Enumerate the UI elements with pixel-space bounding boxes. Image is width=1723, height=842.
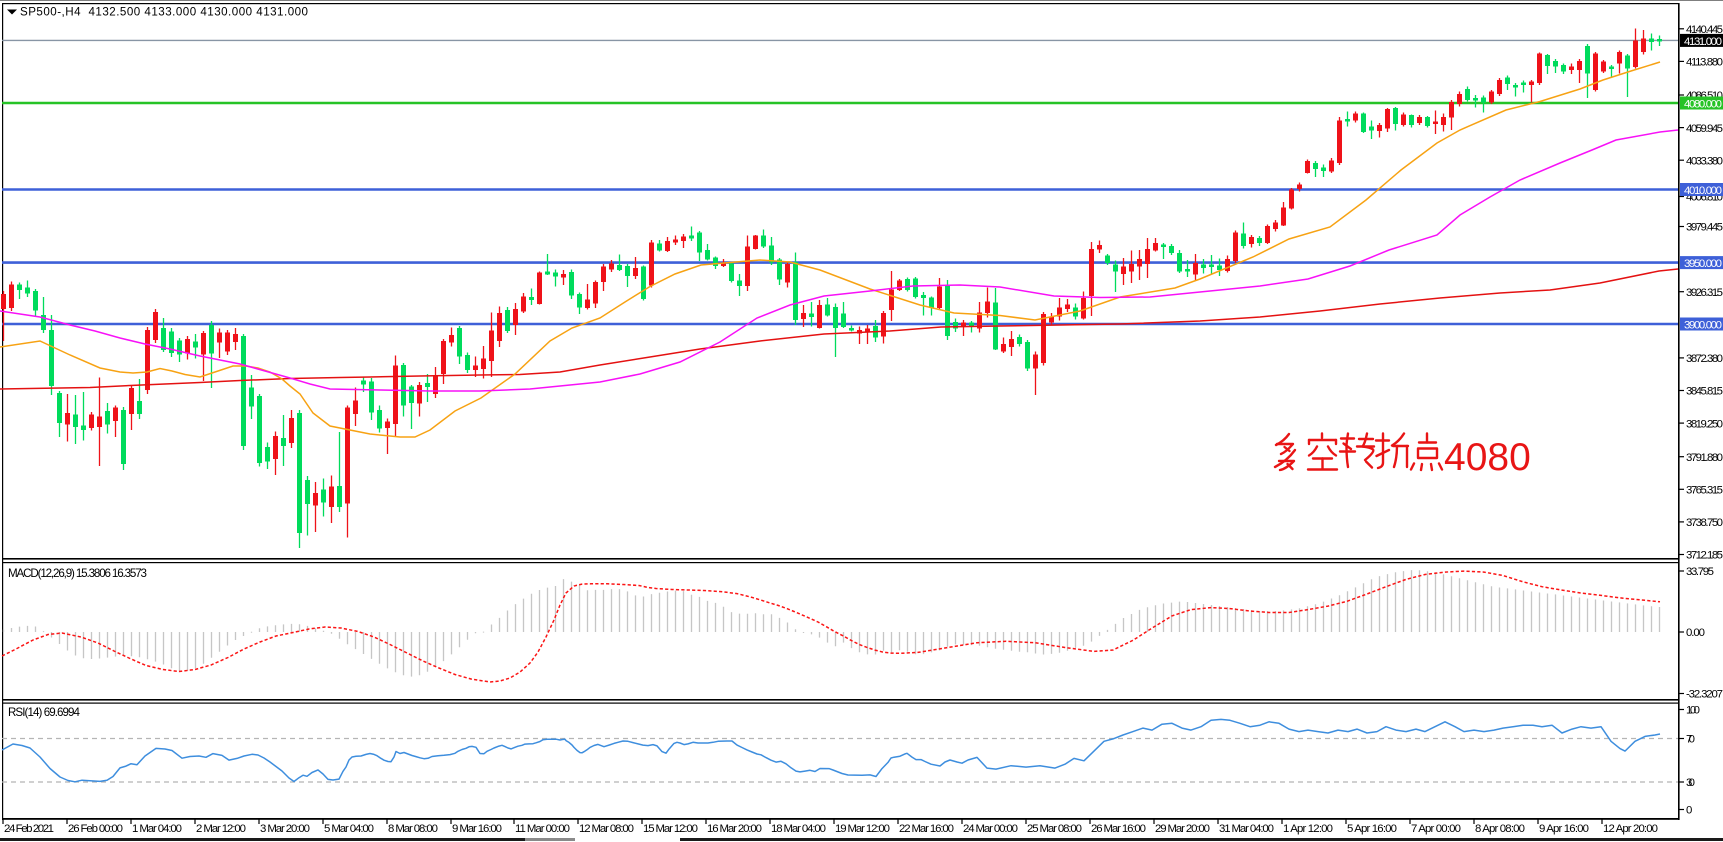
- svg-text:26 Feb 00:00: 26 Feb 00:00: [68, 823, 123, 835]
- svg-text:-32.3207: -32.3207: [1686, 689, 1723, 701]
- svg-text:RSI(14) 69.6994: RSI(14) 69.6994: [8, 706, 81, 719]
- svg-text:29 Mar 20:00: 29 Mar 20:00: [1155, 823, 1210, 835]
- svg-text:MACD(12,26,9) 15.3806 16.3573: MACD(12,26,9) 15.3806 16.3573: [8, 567, 147, 580]
- svg-text:9 Apr 16:00: 9 Apr 16:00: [1539, 823, 1589, 835]
- svg-text:4080: 4080: [1444, 436, 1531, 479]
- svg-text:3819.250: 3819.250: [1686, 418, 1723, 430]
- svg-text:11 Mar 00:00: 11 Mar 00:00: [515, 823, 570, 835]
- svg-text:31 Mar 04:00: 31 Mar 04:00: [1219, 823, 1274, 835]
- svg-text:3738.750: 3738.750: [1686, 517, 1723, 529]
- svg-text:16 Mar 20:00: 16 Mar 20:00: [707, 823, 762, 835]
- svg-text:3765.315: 3765.315: [1686, 485, 1723, 497]
- svg-text:8 Mar 08:00: 8 Mar 08:00: [388, 823, 438, 835]
- svg-text:3979.445: 3979.445: [1686, 222, 1723, 234]
- svg-text:1 Mar 04:00: 1 Mar 04:00: [132, 823, 182, 835]
- svg-text:25 Mar 08:00: 25 Mar 08:00: [1027, 823, 1082, 835]
- svg-text:4131.000: 4131.000: [1684, 36, 1722, 48]
- svg-text:3 Mar 20:00: 3 Mar 20:00: [260, 823, 310, 835]
- svg-text:3845.815: 3845.815: [1686, 386, 1723, 398]
- svg-text:3926.315: 3926.315: [1686, 287, 1723, 299]
- svg-text:SP500-,H4 4132.500 4133.000 4: SP500-,H4 4132.500 4133.000 4130.000 413…: [20, 6, 308, 19]
- svg-text:8 Apr 08:00: 8 Apr 08:00: [1475, 823, 1525, 835]
- svg-text:4113.880: 4113.880: [1686, 57, 1723, 69]
- svg-text:7 Apr 00:00: 7 Apr 00:00: [1411, 823, 1461, 835]
- svg-text:12 Mar 08:00: 12 Mar 08:00: [579, 823, 634, 835]
- svg-text:26 Mar 16:00: 26 Mar 16:00: [1091, 823, 1146, 835]
- svg-text:33.795: 33.795: [1686, 566, 1714, 578]
- svg-text:5 Apr 16:00: 5 Apr 16:00: [1347, 823, 1397, 835]
- svg-text:4080.000: 4080.000: [1684, 98, 1722, 110]
- svg-text:18 Mar 04:00: 18 Mar 04:00: [771, 823, 826, 835]
- svg-text:4010.000: 4010.000: [1684, 185, 1722, 197]
- svg-text:15 Mar 12:00: 15 Mar 12:00: [643, 823, 698, 835]
- svg-text:0: 0: [1686, 805, 1692, 817]
- svg-text:9 Mar 16:00: 9 Mar 16:00: [452, 823, 502, 835]
- svg-text:0.00: 0.00: [1686, 627, 1705, 639]
- svg-text:5 Mar 04:00: 5 Mar 04:00: [324, 823, 374, 835]
- svg-text:3950.000: 3950.000: [1684, 258, 1722, 270]
- svg-text:22 Mar 16:00: 22 Mar 16:00: [899, 823, 954, 835]
- svg-text:4033.380: 4033.380: [1686, 155, 1723, 167]
- svg-text:4059.945: 4059.945: [1686, 123, 1723, 135]
- svg-text:3872.380: 3872.380: [1686, 353, 1723, 365]
- svg-text:24 Mar 00:00: 24 Mar 00:00: [963, 823, 1018, 835]
- svg-text:3712.185: 3712.185: [1686, 550, 1723, 562]
- svg-text:24 Feb 2021: 24 Feb 2021: [4, 823, 54, 835]
- svg-text:19 Mar 12:00: 19 Mar 12:00: [835, 823, 890, 835]
- svg-text:100: 100: [1686, 705, 1700, 717]
- svg-text:30: 30: [1686, 777, 1695, 789]
- svg-text:12 Apr 20:00: 12 Apr 20:00: [1603, 823, 1658, 835]
- svg-text:1 Apr 12:00: 1 Apr 12:00: [1283, 823, 1333, 835]
- svg-text:3791.880: 3791.880: [1686, 452, 1723, 464]
- svg-text:2 Mar 12:00: 2 Mar 12:00: [196, 823, 246, 835]
- svg-text:4140.445: 4140.445: [1686, 24, 1723, 36]
- svg-text:3900.000: 3900.000: [1684, 319, 1722, 331]
- svg-text:70: 70: [1686, 734, 1695, 746]
